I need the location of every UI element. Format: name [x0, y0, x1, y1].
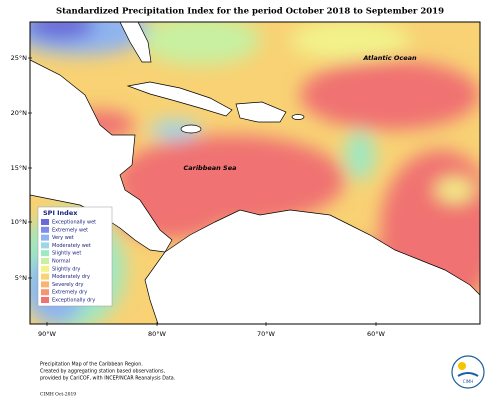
latitude-label: 25°N — [11, 54, 28, 62]
spi-field — [30, 22, 480, 324]
legend-label: Very wet — [52, 235, 74, 241]
legend-label: Severely dry — [52, 282, 83, 288]
legend-label: Slightly wet — [52, 251, 81, 257]
latitude-label: 5°N — [15, 274, 27, 282]
legend-swatch — [41, 297, 49, 303]
legend-label: Moderately wet — [52, 243, 91, 249]
legend-label: Exceptionally wet — [52, 220, 96, 226]
legend-label: Extremely wet — [52, 227, 88, 233]
region-label: Caribbean Sea — [183, 164, 236, 172]
legend-swatch — [41, 242, 49, 249]
footer-note: provided by CariCOF, with INCEP/NCAR Rea… — [40, 376, 175, 382]
latitude-label: 15°N — [11, 164, 28, 172]
legend-label: Extremely dry — [52, 290, 87, 296]
legend-swatch — [41, 258, 49, 264]
legend-swatch — [41, 250, 49, 257]
map-frame — [29, 21, 481, 325]
footer-note: Created by aggregating station based obs… — [40, 369, 165, 375]
legend-swatch — [41, 273, 49, 280]
footer-note: Precipitation Map of the Caribbean Regio… — [40, 362, 143, 368]
land — [30, 22, 480, 324]
legend-label: Exceptionally dry — [52, 298, 95, 304]
logo-text: CIMH — [463, 379, 473, 384]
legend-swatch — [41, 219, 49, 225]
longitude-label: 60°W — [367, 330, 386, 338]
footer-credit: CIMH Oct-2019 — [40, 392, 76, 398]
legend-label: Slightly dry — [52, 266, 80, 272]
latitude-label: 10°N — [11, 218, 28, 226]
legend-title: SPI Index — [43, 209, 78, 217]
legend-label: Moderately dry — [52, 274, 90, 280]
legend-swatch — [41, 265, 49, 272]
logo: CIMH — [451, 355, 485, 389]
legend-swatch — [41, 234, 49, 241]
legend-swatch — [41, 226, 49, 233]
legend-swatch — [41, 289, 49, 296]
region-label: Atlantic Ocean — [362, 54, 417, 62]
longitude-label: 70°W — [257, 330, 276, 338]
legend-swatch — [41, 281, 49, 288]
longitude-label: 80°W — [148, 330, 167, 338]
legend-label: Normal — [52, 259, 70, 265]
longitude-label: 90°W — [38, 330, 57, 338]
latitude-label: 20°N — [11, 109, 28, 117]
footer: CIMH Oct-2019 — [40, 392, 76, 398]
map-title: Standardized Precipitation Index for the… — [56, 7, 444, 17]
